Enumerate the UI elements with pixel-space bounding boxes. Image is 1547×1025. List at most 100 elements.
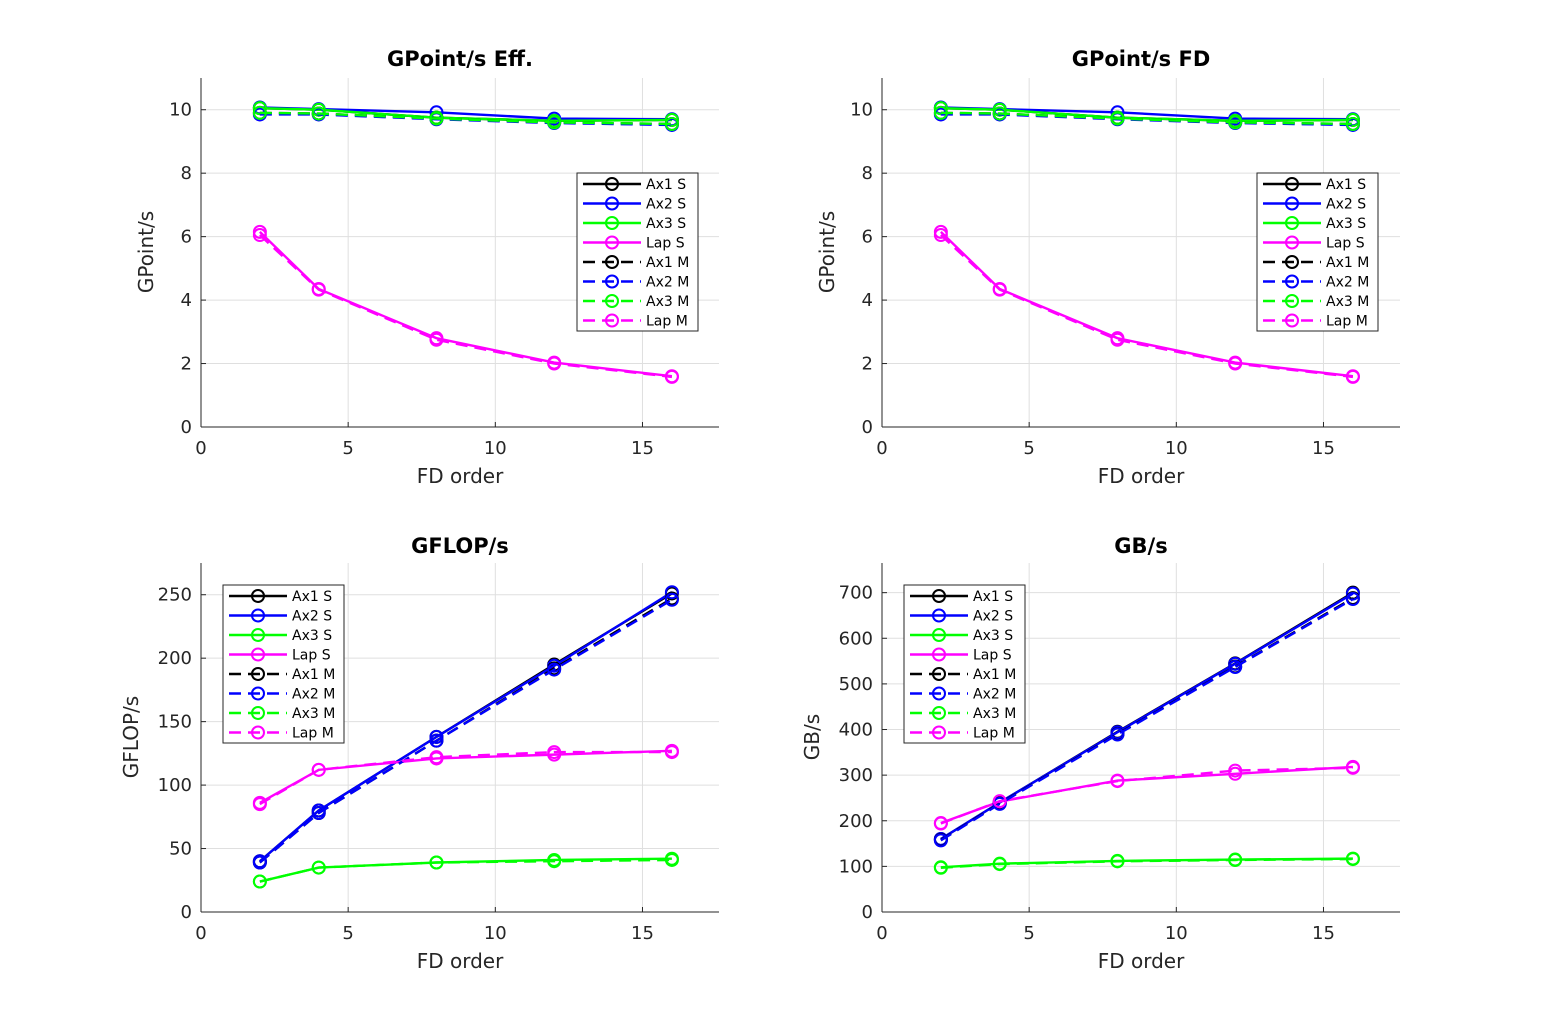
x-tick-label: 0 (876, 438, 887, 459)
legend-label: Ax3 S (973, 628, 1013, 644)
legend-marker (251, 647, 265, 662)
x-tick-label: 10 (1165, 438, 1188, 459)
legend-item: Ax1 M (229, 667, 335, 683)
legend-item: Ax2 S (229, 608, 332, 625)
legend-label: Ax2 S (646, 197, 686, 213)
data-point (311, 762, 326, 777)
legend-label: Ax2 M (973, 687, 1016, 703)
legend-item: Ax3 S (229, 628, 332, 644)
data-point (664, 369, 679, 384)
x-axis-label: FD order (417, 949, 504, 973)
data-point (1228, 763, 1243, 778)
data-point (1110, 774, 1125, 789)
legend-label: Ax2 S (1326, 197, 1366, 213)
legend-item: Ax1 M (583, 255, 689, 271)
legend-marker (1285, 294, 1299, 308)
series-line (940, 857, 1353, 869)
legend-label: Lap M (292, 726, 334, 742)
data-point (311, 282, 326, 297)
data-point (933, 816, 948, 831)
y-tick-label: 200 (839, 811, 873, 832)
x-tick-label: 10 (1165, 923, 1188, 944)
legend-marker (932, 706, 946, 720)
legend-item: Ax3 S (910, 628, 1013, 644)
data-point (429, 111, 444, 126)
y-tick-label: 300 (839, 765, 873, 786)
legend-item: Ax3 M (583, 294, 689, 310)
data-point (1345, 369, 1360, 384)
chart-title: GPoint/s FD (1072, 47, 1211, 71)
data-point (664, 585, 679, 600)
data-point (933, 228, 948, 243)
legend: Ax1 S Ax2 S Ax3 S Lap S Ax1 M Ax2 M Ax3 M Lap M (576, 172, 699, 332)
legend-label: Ax3 S (646, 216, 686, 232)
legend-marker (605, 216, 619, 230)
y-tick-label: 2 (862, 354, 873, 375)
data-point (252, 228, 267, 243)
data-point (992, 794, 1007, 809)
data-point (547, 356, 562, 371)
legend-item: Ax1 M (1263, 255, 1369, 271)
legend-item: Ax1 S (229, 589, 332, 605)
y-tick-label: 50 (169, 839, 192, 860)
plot-area (933, 585, 1360, 875)
legend-marker (1285, 235, 1299, 250)
legend-label: Ax2 M (646, 275, 689, 291)
legend-marker (251, 686, 265, 701)
legend-label: Lap S (973, 648, 1012, 664)
data-point (429, 332, 444, 347)
panel-gbs: GB/s FD order GB/s 0 5 10 15 0 100 200 300 400 50… (800, 534, 1400, 973)
legend-label: Ax3 M (1326, 294, 1369, 310)
legend-item: Lap M (910, 725, 1015, 742)
legend-marker (932, 589, 946, 603)
chart-title: GB/s (1114, 534, 1167, 558)
legend-label: Ax1 M (1326, 255, 1369, 271)
x-tick-label: 5 (1023, 923, 1034, 944)
legend-label: Ax3 M (292, 706, 335, 722)
x-tick-label: 10 (484, 438, 507, 459)
legend-label: Lap S (646, 236, 685, 252)
legend-item: Ax2 S (1263, 196, 1366, 213)
y-axis-label: GPoint/s (134, 211, 158, 293)
legend-label: Ax1 S (1326, 177, 1366, 193)
legend-item: Ax2 M (229, 686, 335, 703)
legend-label: Ax1 S (292, 589, 332, 605)
data-point (252, 797, 267, 812)
legend-marker (605, 274, 619, 289)
legend-item: Lap M (1263, 313, 1368, 330)
panel-gflops: GFLOP/s FD order GFLOP/s 0 5 10 15050100150… (119, 534, 719, 973)
legend-label: Ax3 M (973, 706, 1016, 722)
legend-label: Ax3 S (292, 628, 332, 644)
data-point (1345, 852, 1360, 867)
legend-marker (251, 589, 265, 603)
legend-marker (932, 608, 946, 623)
x-tick-label: 15 (1312, 438, 1335, 459)
legend-marker (605, 196, 619, 211)
legend-marker (605, 235, 619, 250)
legend-item: Lap S (910, 647, 1012, 664)
legend-item: Ax1 S (910, 589, 1013, 605)
y-tick-label: 150 (158, 712, 192, 733)
y-tick-label: 400 (839, 720, 873, 741)
y-tick-label: 100 (158, 775, 192, 796)
x-tick-label: 15 (631, 923, 654, 944)
legend-marker (1285, 255, 1299, 269)
data-point (252, 105, 267, 120)
data-point (1228, 852, 1243, 867)
y-axis-label: GPoint/s (815, 211, 839, 293)
legend-label: Lap S (292, 648, 331, 664)
data-point (1228, 660, 1243, 675)
legend-item: Ax2 S (583, 196, 686, 213)
data-point (1345, 760, 1360, 775)
legend-label: Lap M (646, 314, 688, 330)
legend-label: Ax1 M (292, 667, 335, 683)
legend-marker (251, 608, 265, 623)
series-line (259, 111, 672, 126)
series-line (259, 858, 672, 883)
series-line (940, 598, 1354, 842)
data-point (992, 857, 1007, 872)
plot-area (933, 100, 1360, 384)
data-point (311, 106, 326, 121)
data-point (1345, 592, 1360, 607)
x-axis-label: FD order (1098, 464, 1185, 488)
